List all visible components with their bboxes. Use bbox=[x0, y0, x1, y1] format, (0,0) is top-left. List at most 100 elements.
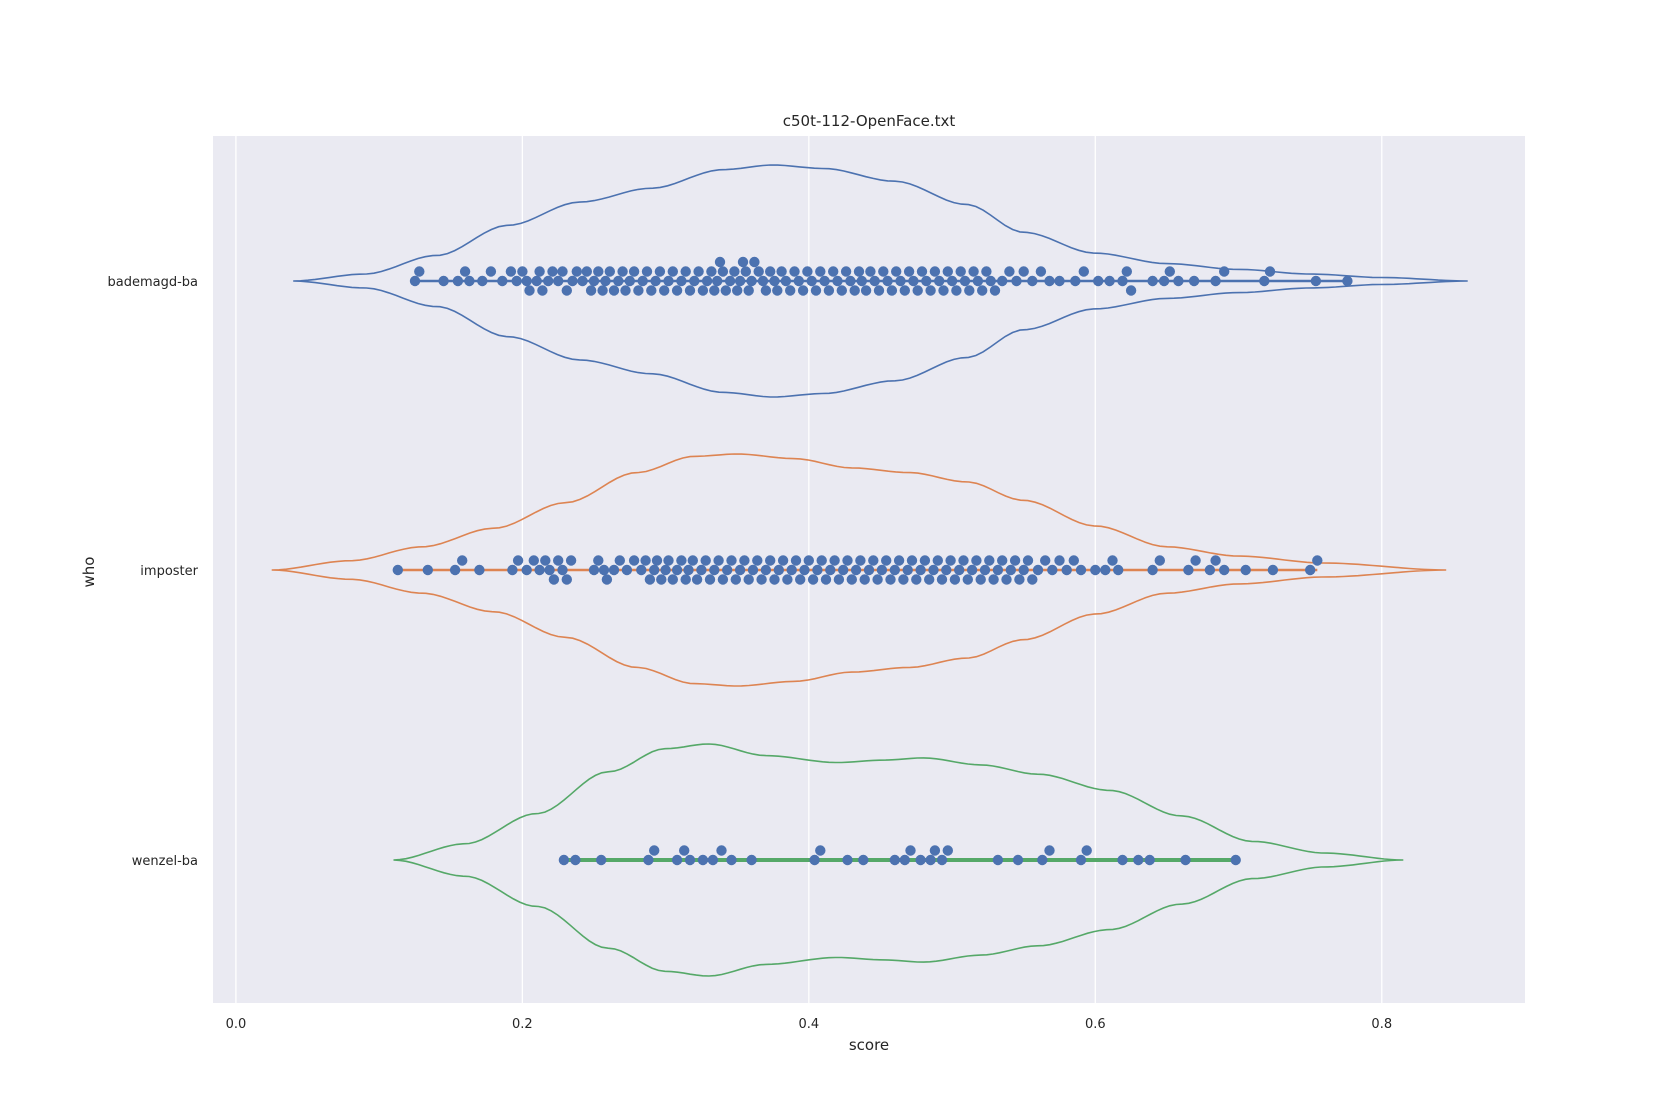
data-point bbox=[885, 574, 896, 585]
y-tick-label: bademagd-ba bbox=[107, 275, 198, 290]
data-point bbox=[1090, 564, 1101, 576]
data-point bbox=[989, 285, 1001, 296]
data-point bbox=[1032, 564, 1044, 576]
data-point bbox=[912, 285, 923, 296]
violin-bademagd-ba bbox=[293, 164, 1468, 398]
chart-title: c50t-112-OpenFace.txt bbox=[783, 112, 956, 130]
data-point bbox=[717, 266, 729, 277]
data-point bbox=[789, 266, 800, 277]
data-point bbox=[696, 564, 707, 576]
data-point bbox=[876, 564, 888, 576]
data-point bbox=[585, 285, 597, 296]
data-point bbox=[1210, 555, 1221, 566]
data-point bbox=[1312, 555, 1323, 566]
data-point bbox=[636, 564, 647, 576]
data-point bbox=[860, 285, 872, 296]
y-axis-label: who bbox=[80, 557, 98, 588]
data-point bbox=[756, 574, 767, 585]
data-point bbox=[684, 285, 696, 296]
data-point bbox=[816, 555, 827, 566]
data-point bbox=[992, 564, 1004, 576]
violin-wenzel-ba bbox=[393, 743, 1404, 977]
data-point bbox=[565, 555, 577, 566]
data-point bbox=[853, 266, 865, 277]
data-point bbox=[968, 266, 979, 277]
data-point bbox=[691, 574, 703, 585]
data-point bbox=[593, 266, 604, 277]
data-point bbox=[414, 266, 425, 277]
data-point bbox=[765, 555, 776, 566]
data-point bbox=[1180, 854, 1191, 866]
data-point bbox=[752, 555, 763, 566]
data-point bbox=[942, 845, 953, 856]
data-point bbox=[633, 285, 644, 296]
data-point bbox=[553, 275, 564, 287]
data-point bbox=[601, 574, 613, 585]
data-point bbox=[561, 285, 572, 296]
data-point bbox=[1061, 564, 1072, 576]
data-point bbox=[1009, 555, 1021, 566]
data-point bbox=[838, 564, 849, 576]
data-point bbox=[936, 854, 948, 866]
data-point bbox=[659, 285, 670, 296]
data-point bbox=[598, 564, 610, 576]
data-point bbox=[749, 256, 760, 268]
data-point bbox=[671, 285, 683, 296]
data-point bbox=[971, 555, 982, 566]
data-point bbox=[581, 266, 592, 277]
data-point bbox=[889, 854, 900, 866]
data-point bbox=[540, 555, 551, 566]
data-point bbox=[865, 266, 876, 277]
data-point bbox=[905, 845, 916, 856]
data-point bbox=[1018, 564, 1029, 576]
data-point bbox=[964, 285, 975, 296]
data-point bbox=[1210, 275, 1221, 287]
data-point bbox=[531, 275, 542, 287]
data-point bbox=[1027, 574, 1038, 585]
data-point bbox=[646, 285, 657, 296]
data-point bbox=[753, 266, 764, 277]
data-point bbox=[709, 564, 720, 576]
data-point bbox=[1044, 845, 1055, 856]
data-point bbox=[925, 854, 936, 866]
data-point bbox=[521, 275, 532, 287]
data-point bbox=[958, 555, 969, 566]
y-tick-labels: bademagd-ba imposter wenzel-ba bbox=[107, 275, 198, 869]
data-point bbox=[624, 275, 635, 287]
data-point bbox=[683, 564, 694, 576]
data-point bbox=[676, 555, 687, 566]
data-point bbox=[558, 854, 570, 866]
data-point bbox=[891, 266, 902, 277]
data-point bbox=[1144, 854, 1155, 866]
data-point bbox=[1001, 574, 1012, 585]
data-point bbox=[981, 266, 992, 277]
data-point bbox=[608, 564, 620, 576]
data-point bbox=[1190, 555, 1201, 566]
data-point bbox=[660, 564, 671, 576]
data-point bbox=[915, 564, 926, 576]
data-point bbox=[720, 285, 731, 296]
data-point bbox=[543, 275, 554, 287]
data-point bbox=[1219, 266, 1230, 277]
data-point bbox=[713, 555, 724, 566]
data-point bbox=[464, 275, 475, 287]
data-point bbox=[547, 266, 558, 277]
data-point bbox=[1125, 285, 1137, 296]
data-point bbox=[1054, 275, 1065, 287]
data-point bbox=[729, 266, 740, 277]
data-point bbox=[577, 275, 588, 287]
data-point bbox=[707, 854, 719, 866]
data-point bbox=[793, 275, 804, 287]
data-point bbox=[760, 564, 772, 576]
data-point bbox=[972, 275, 984, 287]
data-point bbox=[620, 285, 631, 296]
data-point bbox=[614, 555, 625, 566]
data-point bbox=[706, 266, 717, 277]
data-point bbox=[1121, 266, 1133, 277]
data-point bbox=[898, 574, 909, 585]
data-point bbox=[644, 574, 656, 585]
data-point bbox=[641, 266, 653, 277]
data-point bbox=[1078, 266, 1090, 277]
data-point bbox=[734, 275, 746, 287]
data-point bbox=[872, 574, 883, 585]
